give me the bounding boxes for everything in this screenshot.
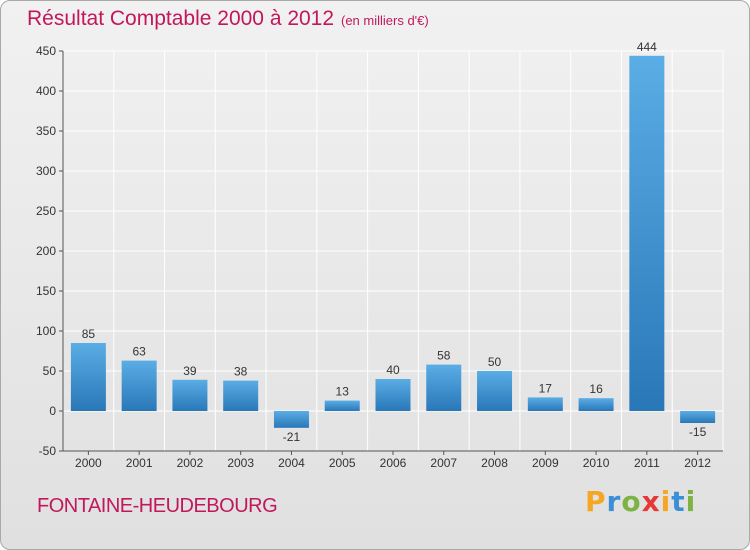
data-label: 63 — [132, 345, 146, 359]
chart-subtitle: (en milliers d'€) — [341, 13, 429, 28]
data-label: 50 — [488, 355, 502, 369]
bar — [426, 364, 462, 411]
y-tick-label: 250 — [36, 204, 56, 218]
logo-letter: i — [685, 485, 697, 518]
data-label: 444 — [637, 40, 657, 54]
logo-letter: i — [660, 485, 672, 518]
x-tick-label: 2003 — [227, 456, 254, 470]
data-label: 13 — [336, 385, 350, 399]
bar — [629, 55, 665, 412]
y-tick-label: 200 — [36, 244, 56, 258]
y-tick-label: 100 — [36, 324, 56, 338]
bar — [578, 398, 614, 411]
x-tick-label: 2000 — [75, 456, 102, 470]
bar — [273, 411, 309, 428]
data-label: 39 — [183, 364, 197, 378]
x-tick-label: 2010 — [583, 456, 610, 470]
logo-letter: t — [671, 485, 686, 518]
y-tick-label: 150 — [36, 284, 56, 298]
y-tick-label: 450 — [36, 44, 56, 58]
x-tick-label: 2002 — [177, 456, 204, 470]
chart-title: Résultat Comptable 2000 à 2012 — [27, 7, 335, 30]
bar — [477, 371, 513, 411]
data-label: -21 — [283, 430, 301, 444]
bar — [680, 411, 716, 423]
data-label: 17 — [539, 381, 553, 395]
bar — [527, 397, 563, 411]
bar — [172, 379, 208, 411]
data-label: 40 — [386, 363, 400, 377]
x-tick-label: 2006 — [380, 456, 407, 470]
data-label: 85 — [82, 327, 96, 341]
y-tick-label: -50 — [39, 444, 57, 458]
x-tick-label: 2009 — [532, 456, 559, 470]
bar — [223, 380, 259, 411]
bar — [121, 360, 157, 411]
x-tick-label: 2001 — [126, 456, 153, 470]
y-tick-label: 50 — [43, 364, 57, 378]
x-tick-label: 2007 — [430, 456, 457, 470]
logo-letter: r — [606, 485, 622, 518]
data-label: 58 — [437, 349, 451, 363]
data-label: -15 — [689, 425, 707, 439]
logo-letter: P — [585, 485, 607, 518]
x-tick-label: 2008 — [481, 456, 508, 470]
data-label: 16 — [589, 382, 603, 396]
logo-letter: o — [621, 485, 642, 518]
y-tick-label: 0 — [49, 404, 56, 418]
y-tick-label: 350 — [36, 124, 56, 138]
proxiti-logo[interactable]: Proxiti — [585, 485, 696, 518]
x-tick-label: 2005 — [329, 456, 356, 470]
bar — [70, 343, 106, 411]
x-tick-label: 2004 — [278, 456, 305, 470]
y-tick-label: 400 — [36, 84, 56, 98]
y-tick-label: 300 — [36, 164, 56, 178]
data-label: 38 — [234, 365, 248, 379]
x-tick-label: 2012 — [684, 456, 711, 470]
bar — [324, 400, 360, 411]
commune-name: FONTAINE-HEUDEBOURG — [37, 495, 278, 517]
bar — [375, 379, 411, 411]
x-tick-label: 2011 — [634, 456, 660, 470]
logo-letter: x — [641, 485, 661, 518]
